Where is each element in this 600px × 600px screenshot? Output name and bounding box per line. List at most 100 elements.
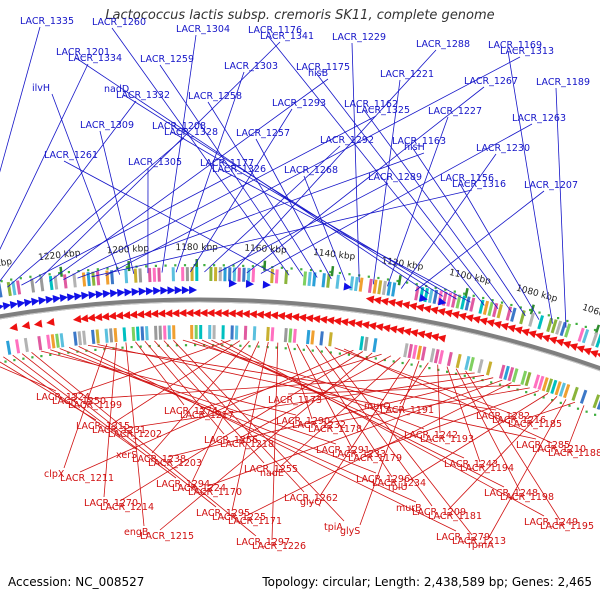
gene-label[interactable]: LACR_1296 bbox=[356, 474, 410, 485]
gene-label[interactable]: LACR_1232 bbox=[292, 420, 346, 431]
gene-label[interactable]: LACR_1261 bbox=[44, 150, 98, 161]
gene-label[interactable]: LACR_1217 bbox=[180, 410, 234, 421]
gene-label[interactable]: LACR_1274 bbox=[164, 406, 218, 417]
gene-label[interactable]: LACR_1297 bbox=[236, 537, 290, 548]
gene-label[interactable]: LACR_1289 bbox=[368, 172, 422, 183]
gene-label[interactable]: LACR_1238 bbox=[132, 454, 186, 465]
gene-label[interactable]: LACR_1201 bbox=[56, 47, 110, 58]
gene-label[interactable]: LACR_1179 bbox=[348, 453, 402, 464]
gene-label[interactable]: LACR_1248 bbox=[484, 488, 538, 499]
gene-label[interactable]: LACR_1226 bbox=[252, 541, 306, 552]
gene-label[interactable]: LACR_1213 bbox=[452, 536, 506, 547]
gene-label[interactable]: LACR_1163 bbox=[392, 136, 446, 147]
gene-label[interactable]: murB bbox=[396, 503, 422, 514]
gene-label[interactable]: tpiA bbox=[324, 522, 343, 533]
gene-label[interactable]: LACR_1291 bbox=[316, 445, 370, 456]
gene-label[interactable]: LACR_1325 bbox=[356, 105, 410, 116]
gene-label[interactable]: LACR_1303 bbox=[224, 61, 278, 72]
gene-label[interactable]: LACR_1170 bbox=[188, 487, 242, 498]
gene-label[interactable]: ilvH bbox=[32, 83, 50, 94]
gene-label[interactable]: LACR_1316 bbox=[452, 179, 506, 190]
gene-label[interactable]: LACR_1243 bbox=[444, 459, 498, 470]
gene-label[interactable]: LACR_1293 bbox=[272, 98, 326, 109]
gene-label[interactable]: LACR_1262 bbox=[284, 493, 338, 504]
gene-label[interactable]: LACR_1290 bbox=[276, 416, 330, 427]
gene-label[interactable]: LACR_1263 bbox=[512, 113, 566, 124]
gene-label[interactable]: LACR_1188 bbox=[548, 448, 600, 459]
gene-label[interactable]: LACR_1242 bbox=[404, 430, 458, 441]
gene-label[interactable]: LACR_1328 bbox=[164, 127, 218, 138]
gene-label[interactable]: LACR_1335 bbox=[20, 16, 74, 27]
gene-label[interactable]: LACR_1234 bbox=[372, 478, 426, 489]
gene-label[interactable]: LACR_1210 bbox=[532, 444, 586, 455]
gene-label[interactable]: LACR_1211 bbox=[60, 473, 114, 484]
gene-label[interactable]: LACR_1194 bbox=[460, 463, 514, 474]
gene-label[interactable]: LACR_1189 bbox=[536, 77, 590, 88]
gene-label[interactable]: LACR_1162 bbox=[344, 99, 398, 110]
gene-label[interactable]: glyQ bbox=[300, 497, 322, 508]
gene-label[interactable]: LACR_1230 bbox=[476, 143, 530, 154]
gene-label[interactable]: LACR_1215 bbox=[140, 531, 194, 542]
gene-label[interactable]: LACR_1195 bbox=[540, 521, 594, 532]
gene-label[interactable]: LACR_1332 bbox=[116, 90, 170, 101]
gene-label[interactable]: LACR_1292 bbox=[320, 135, 374, 146]
gene-label[interactable]: LACR_1305 bbox=[128, 157, 182, 168]
gene-label[interactable]: LACR_1178 bbox=[308, 424, 362, 435]
gene-label[interactable]: LACR_1203 bbox=[148, 458, 202, 469]
gene-label[interactable]: LACR_1207 bbox=[524, 180, 578, 191]
gene-label[interactable]: LACR_1198 bbox=[500, 492, 554, 503]
gene-label[interactable]: LACR_1341 bbox=[260, 31, 314, 42]
gene-label[interactable]: LACR_1221 bbox=[380, 69, 434, 80]
gene-label[interactable]: LACR_1185 bbox=[508, 419, 562, 430]
gene-label[interactable]: LACR_1279 bbox=[436, 532, 490, 543]
gene-label[interactable]: LACR_1169 bbox=[488, 40, 542, 51]
gene-label[interactable]: LACR_1173 bbox=[268, 395, 322, 406]
gene-label[interactable]: LACR_1225 bbox=[212, 512, 266, 523]
gene-label[interactable]: rpmA bbox=[468, 540, 494, 551]
gene-label[interactable]: LACR_1224 bbox=[172, 483, 226, 494]
gene-label[interactable]: clpX bbox=[44, 469, 65, 480]
gene-label[interactable]: LACR_1193 bbox=[420, 434, 474, 445]
gene-label[interactable]: engB bbox=[124, 527, 148, 538]
gene-label[interactable]: LACR_1176 bbox=[248, 25, 302, 36]
gene-label[interactable]: LACR_1294 bbox=[156, 479, 210, 490]
gene-label[interactable]: LACR_1256 bbox=[204, 435, 258, 446]
gene-label[interactable]: LACR_1250 bbox=[52, 396, 106, 407]
gene-label[interactable]: LACR_1334 bbox=[68, 53, 122, 64]
gene-label[interactable]: LACR_1326 bbox=[212, 164, 266, 175]
gene-label[interactable]: LACR_1270 bbox=[84, 498, 138, 509]
gene-label[interactable]: LACR_1324 bbox=[36, 392, 90, 403]
gene-label[interactable]: nadE bbox=[260, 468, 284, 479]
gene-label[interactable]: LACR_1233 bbox=[332, 449, 386, 460]
gene-label[interactable]: LACR_1216 bbox=[492, 415, 546, 426]
gene-label[interactable]: LACR_1218 bbox=[220, 439, 274, 450]
gene-label[interactable]: xerS bbox=[116, 450, 137, 461]
gene-label[interactable]: LACR_1177 bbox=[200, 158, 254, 169]
gene-label[interactable]: LACR_1309 bbox=[80, 120, 134, 131]
gene-label[interactable]: LACR_1231 bbox=[92, 425, 146, 436]
gene-label[interactable]: LACR_1285 bbox=[516, 440, 570, 451]
gene-label[interactable]: LACR_1313 bbox=[500, 46, 554, 57]
gene-label[interactable]: LACR_1214 bbox=[100, 502, 154, 513]
gene-label[interactable]: LACR_1259 bbox=[140, 54, 194, 65]
gene-label[interactable]: LACR_1268 bbox=[284, 165, 338, 176]
gene-label[interactable]: LACR_1191 bbox=[380, 405, 434, 416]
gene-label[interactable]: LACR_1202 bbox=[108, 429, 162, 440]
gene-label[interactable]: LACR_1267 bbox=[464, 76, 518, 87]
gene-label[interactable]: hisB bbox=[308, 68, 328, 79]
gene-label[interactable]: LACR_1175 bbox=[296, 62, 350, 73]
gene-label[interactable]: LACR_1199 bbox=[68, 400, 122, 411]
gene-label[interactable]: LACR_1156 bbox=[440, 173, 494, 184]
gene-label[interactable]: hisH bbox=[404, 142, 425, 153]
gene-label[interactable]: LACR_1255 bbox=[244, 464, 298, 475]
gene-label[interactable]: LACR_1257 bbox=[236, 128, 290, 139]
gene-label[interactable]: LACR_1282 bbox=[476, 411, 530, 422]
gene-label[interactable]: LACR_1304 bbox=[176, 24, 230, 35]
gene-label[interactable]: LACR_1208 bbox=[152, 121, 206, 132]
gene-label[interactable]: LACR_1249 bbox=[524, 517, 578, 528]
gene-label[interactable]: LACR_1171 bbox=[228, 516, 282, 527]
gene-label[interactable]: nadD bbox=[104, 84, 129, 95]
gene-label[interactable]: LACR_1227 bbox=[428, 106, 482, 117]
gene-label[interactable]: LACR_1229 bbox=[332, 32, 386, 43]
gene-label[interactable]: LACR_1295 bbox=[196, 508, 250, 519]
